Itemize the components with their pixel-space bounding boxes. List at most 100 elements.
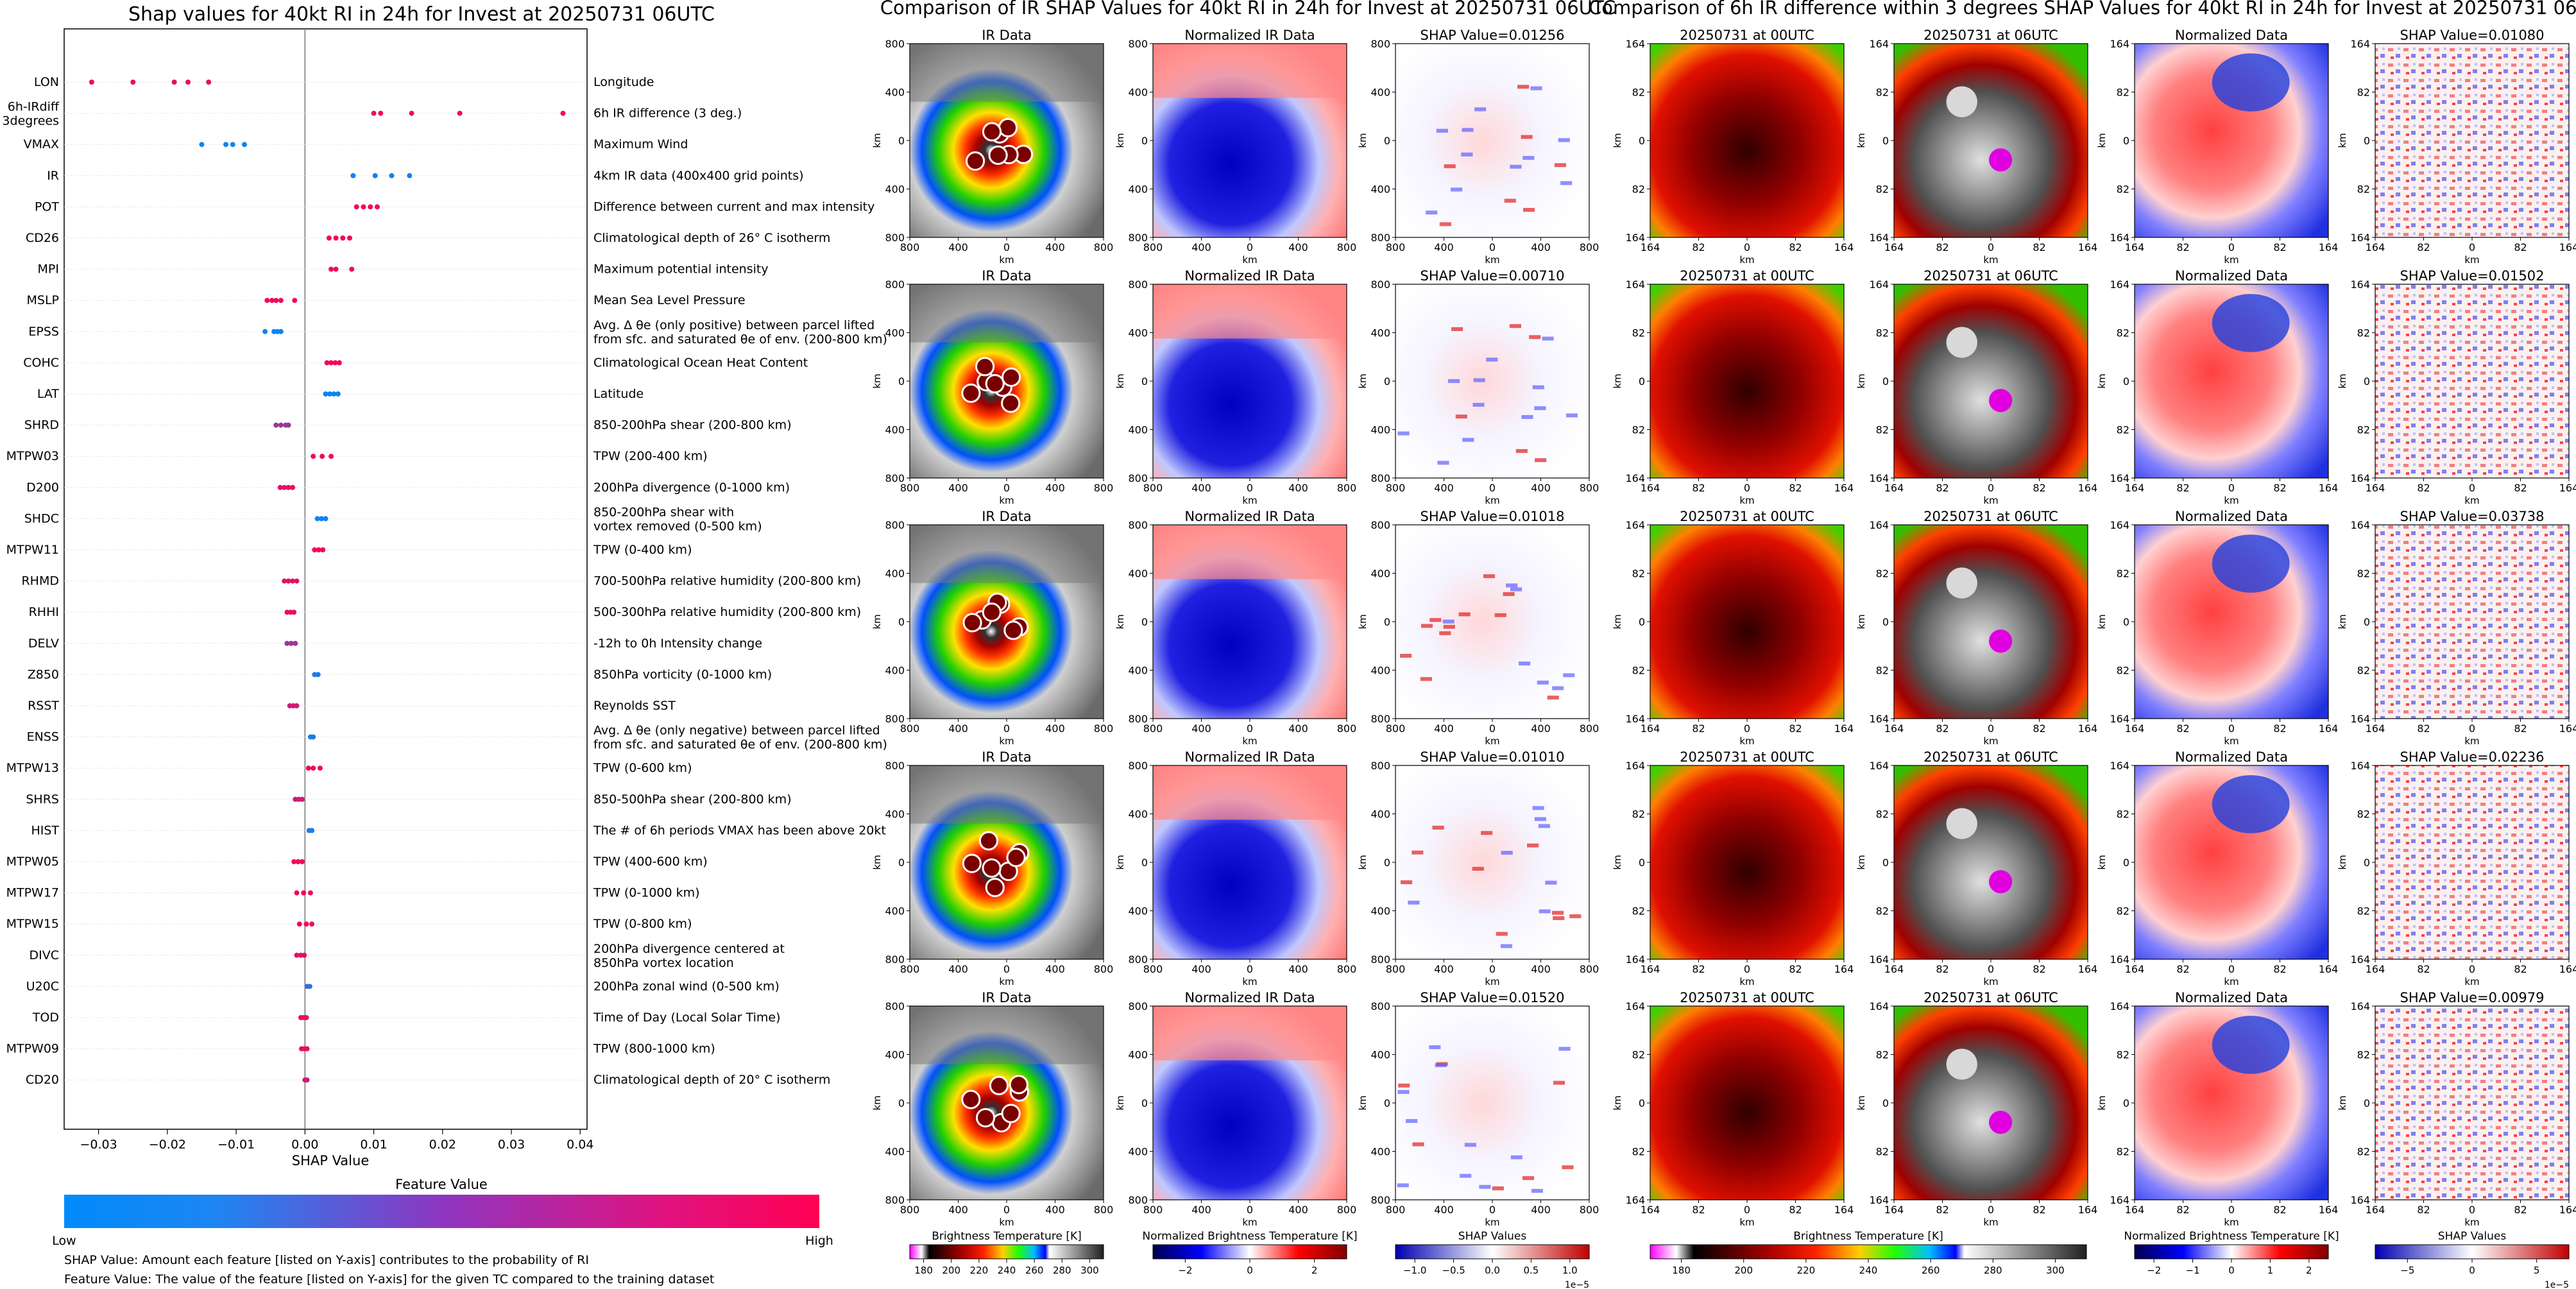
x-tick-label: 400 <box>1531 722 1551 735</box>
cloud-top <box>1946 1048 1977 1080</box>
shap-point <box>309 921 315 927</box>
y-tick-label: 82 <box>2357 184 2370 196</box>
image-fill <box>1894 284 2088 478</box>
subplot-title: 20250731 at 00UTC <box>1680 28 1814 43</box>
y-tick-label: 82 <box>2117 665 2129 677</box>
x-axis-label: km <box>999 976 1014 987</box>
x-tick-label: 82 <box>2273 482 2286 494</box>
x-axis-label: km <box>999 254 1014 266</box>
y-axis-label: km <box>1855 373 1867 388</box>
shap-point <box>320 454 325 459</box>
shap-streak <box>1486 357 1498 362</box>
shap-point <box>185 80 191 85</box>
y-axis-label: km <box>871 1095 883 1110</box>
y-tick-label: 800 <box>885 38 905 50</box>
x-tick-label: 0 <box>1003 963 1010 975</box>
feature-name-14: SHDC <box>24 511 59 525</box>
subplot-title: SHAP Value=0.01018 <box>1420 509 1565 524</box>
subplot-title: Normalized Data <box>2175 990 2288 1005</box>
x-tick-label: 82 <box>1692 241 1705 253</box>
x-tick-label: 82 <box>2176 722 2189 735</box>
convective-cell <box>982 122 1002 142</box>
x-tick-label: 82 <box>2514 963 2527 975</box>
convective-cell <box>985 373 1005 394</box>
image-fill <box>1650 1006 1844 1200</box>
shap-point <box>223 142 229 148</box>
x-tick-label: 800 <box>1337 241 1357 253</box>
shap-streak <box>1483 574 1496 579</box>
shap-streak <box>1462 438 1474 442</box>
colorbar-tick-label: 0 <box>2228 1265 2235 1276</box>
x-axis-label: km <box>1242 254 1257 266</box>
x-axis-label: km <box>1739 254 1754 266</box>
shap-point <box>331 391 337 397</box>
colorbar-label: Brightness Temperature [K] <box>932 1230 1081 1243</box>
x-axis-label: km <box>2224 735 2239 747</box>
x-tick-label: 400 <box>948 1204 968 1216</box>
shap-streak <box>1412 850 1424 855</box>
shap-streak <box>1534 406 1546 411</box>
x-tick-label: 164 <box>2319 963 2339 975</box>
x-tick-label: 400 <box>1191 963 1211 975</box>
feature-desc-6: Maximum potential intensity <box>593 262 769 277</box>
feature-desc-8: Avg. Δ θe (only positive) between parcel… <box>593 318 887 346</box>
shap-point <box>560 110 566 116</box>
y-tick-label: 400 <box>885 184 905 196</box>
subplot-title: 20250731 at 06UTC <box>1923 268 2058 284</box>
cloud-free-area <box>910 525 1104 583</box>
shap-point <box>389 173 395 178</box>
feature-desc-10: Latitude <box>593 387 644 401</box>
shap-streak <box>1552 910 1564 915</box>
y-tick-label: 800 <box>1370 713 1390 725</box>
feature-desc-24: The # of 6h periods VMAX has been above … <box>593 823 886 837</box>
irdiff-shap-panel: Comparison of 6h IR difference within 3 … <box>1589 0 2576 1289</box>
shap-point <box>317 765 323 771</box>
shap-point <box>409 110 414 116</box>
shap-point <box>305 765 311 771</box>
x-axis-label: km <box>999 735 1014 747</box>
x-axis-label: km <box>2224 976 2239 987</box>
feature-name-15: MTPW11 <box>6 543 59 557</box>
x-tick-label: 0 <box>1489 1204 1496 1216</box>
y-axis-label: km <box>2096 855 2108 869</box>
feature-name-11: SHRD <box>24 418 59 432</box>
x-tick-label: 0 <box>1247 241 1253 253</box>
x-tick-label: 164 <box>2319 482 2339 494</box>
shap-point <box>378 110 384 116</box>
x-tick-label: 0 <box>1247 482 1253 494</box>
convective-cell <box>988 145 1008 165</box>
shap-point <box>371 110 377 116</box>
feature-desc-4: Difference between current and max inten… <box>593 200 874 214</box>
shap-streak <box>1553 916 1565 921</box>
y-axis-label: km <box>2337 855 2348 869</box>
y-axis-label: km <box>2337 1095 2348 1110</box>
x-tick-label: 82 <box>2514 482 2527 494</box>
y-tick-label: 0 <box>1882 1097 1889 1109</box>
x-tick-label: 82 <box>1936 482 1949 494</box>
shap-streak <box>1565 413 1578 418</box>
x-axis-label: km <box>2464 976 2479 987</box>
x-axis-label: km <box>1983 254 1998 266</box>
x-tick-label: 0 <box>1988 963 1994 975</box>
colorbar-tick-label: 260 <box>1025 1265 1044 1276</box>
shap-point <box>282 578 287 584</box>
y-tick-label: 82 <box>2357 665 2370 677</box>
y-tick-label: 400 <box>1370 1146 1390 1158</box>
y-tick-label: 0 <box>1639 375 1645 388</box>
image-tile <box>1395 284 1590 479</box>
y-tick-label: 400 <box>885 1049 905 1061</box>
image-fill <box>1894 1006 2088 1200</box>
cold-core <box>1988 389 2013 413</box>
y-tick-label: 800 <box>1128 760 1148 772</box>
x-tick-label: 400 <box>948 482 968 494</box>
feature-desc-19: 850hPa vorticity (0-1000 km) <box>593 667 772 681</box>
irdiff-image-grid: 20250731 at 00UTC 164 164 82 82 0 0 82 82 164 164 k… <box>1612 28 2576 1228</box>
shap-streak <box>1397 1183 1409 1188</box>
x-tick-label: 400 <box>1045 963 1065 975</box>
y-tick-label: 400 <box>1370 424 1390 436</box>
y-tick-label: 164 <box>1869 38 1889 50</box>
shap-streak <box>1397 1089 1410 1094</box>
x-tick-label: 164 <box>2319 1204 2339 1216</box>
y-tick-label: 82 <box>1632 87 1645 99</box>
subplot-title: Normalized IR Data <box>1184 990 1315 1005</box>
